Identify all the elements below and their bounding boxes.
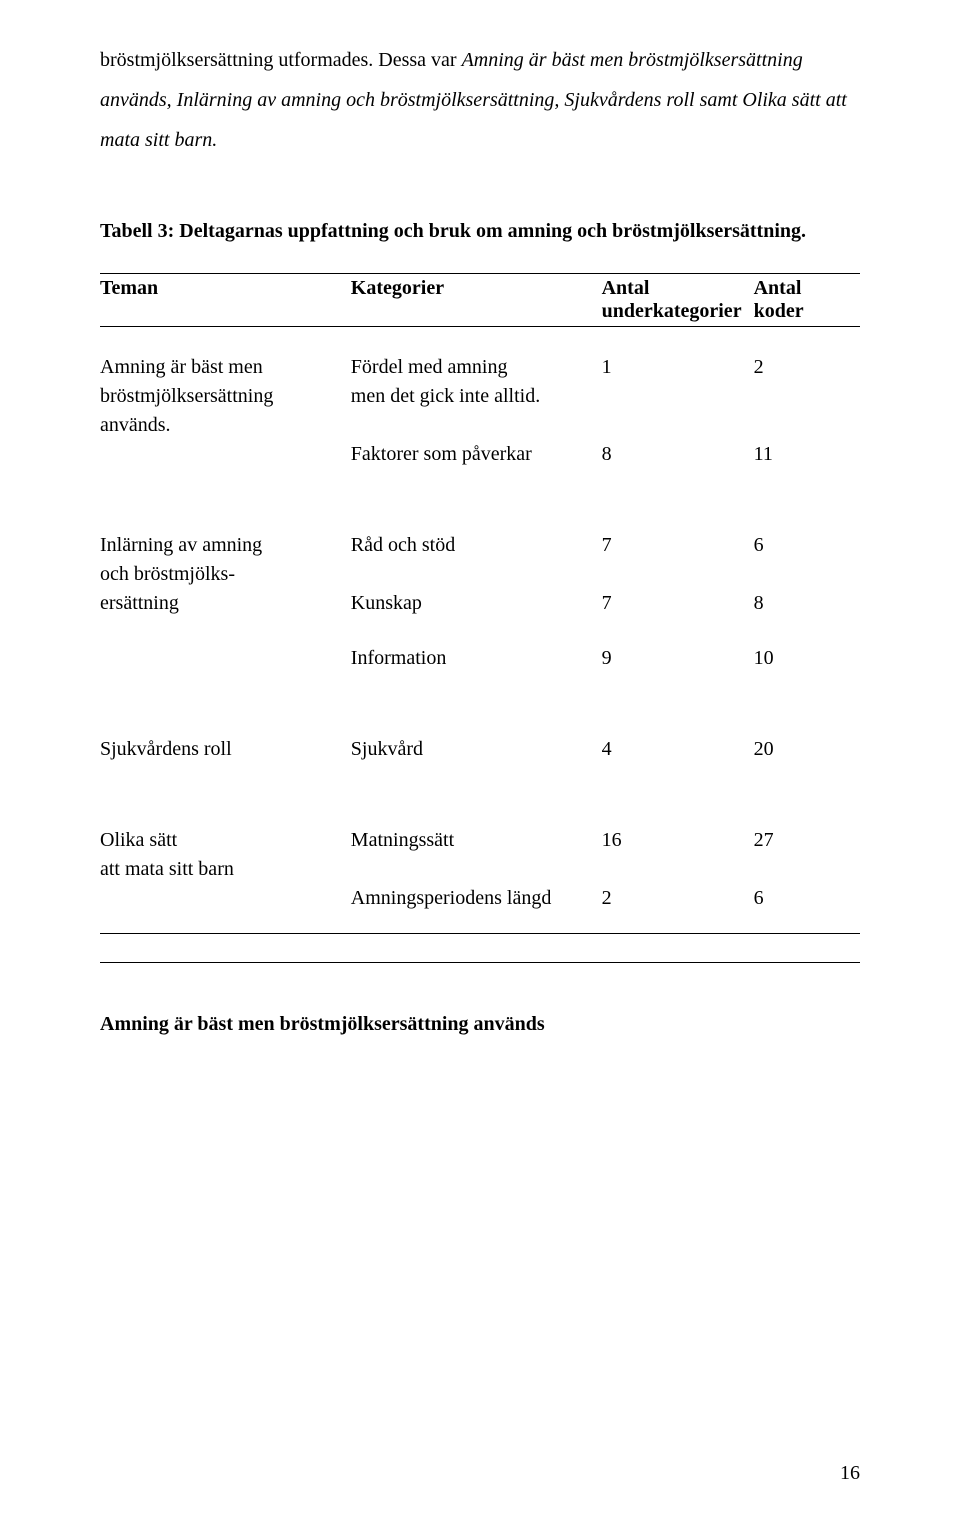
table-row: Amning är bäst men Fördel med amning 1 2 xyxy=(100,353,860,382)
cell-value: 8 xyxy=(602,440,754,469)
cell-teman: Inlärning av amning xyxy=(100,531,351,560)
data-table: Teman Kategorier Antal underkategorier A… xyxy=(100,273,860,913)
header-c4-line2: koder xyxy=(754,300,804,322)
cell-value: 16 xyxy=(602,826,754,855)
cell-kategori: Faktorer som påverkar xyxy=(351,440,602,469)
table-row: Faktorer som påverkar 8 11 xyxy=(100,440,860,469)
table-row: ersättning Kunskap 7 8 xyxy=(100,589,860,618)
header-kategorier: Kategorier xyxy=(351,274,602,327)
cell-value: 2 xyxy=(754,353,860,382)
cell-value: 2 xyxy=(602,884,754,913)
cell-teman: används. xyxy=(100,411,351,440)
table-row: används. xyxy=(100,411,860,440)
table-row: och bröstmjölks- xyxy=(100,560,860,589)
header-c4-line1: Antal xyxy=(754,277,802,299)
table-end-rule xyxy=(100,933,860,963)
cell-teman: bröstmjölksersättning xyxy=(100,382,351,411)
header-c3-line2: underkategorier xyxy=(602,300,742,322)
intro-plain-prefix: bröstmjölksersättning utformades. Dessa … xyxy=(100,49,462,71)
header-teman: Teman xyxy=(100,274,351,327)
cell-value: 7 xyxy=(602,589,754,618)
intro-paragraph: bröstmjölksersättning utformades. Dessa … xyxy=(100,40,860,160)
table-header-row: Teman Kategorier Antal underkategorier A… xyxy=(100,274,860,327)
cell-teman: ersättning xyxy=(100,589,351,618)
cell-kategori: men det gick inte alltid. xyxy=(351,382,602,411)
table-row: Inlärning av amning Råd och stöd 7 6 xyxy=(100,531,860,560)
cell-value: 10 xyxy=(754,644,860,673)
table-row: Sjukvårdens roll Sjukvård 4 20 xyxy=(100,735,860,764)
cell-value: 9 xyxy=(602,644,754,673)
cell-kategori: Matningssätt xyxy=(351,826,602,855)
cell-kategori: Råd och stöd xyxy=(351,531,602,560)
cell-teman: Amning är bäst men xyxy=(100,353,351,382)
cell-teman: att mata sitt barn xyxy=(100,855,351,884)
cell-kategori: Amningsperiodens längd xyxy=(351,884,602,913)
cell-teman: och bröstmjölks- xyxy=(100,560,351,589)
cell-value: 6 xyxy=(754,884,860,913)
cell-value: 6 xyxy=(754,531,860,560)
table-title: Tabell 3: Deltagarnas uppfattning och br… xyxy=(100,220,860,243)
table-row: bröstmjölksersättning men det gick inte … xyxy=(100,382,860,411)
cell-teman: Sjukvårdens roll xyxy=(100,735,351,764)
header-antal-koder: Antal koder xyxy=(754,274,860,327)
cell-value: 1 xyxy=(602,353,754,382)
cell-value: 8 xyxy=(754,589,860,618)
cell-kategori: Kunskap xyxy=(351,589,602,618)
cell-kategori: Information xyxy=(351,644,602,673)
cell-kategori: Sjukvård xyxy=(351,735,602,764)
cell-kategori: Fördel med amning xyxy=(351,353,602,382)
page-number: 16 xyxy=(840,1462,860,1485)
cell-value: 27 xyxy=(754,826,860,855)
header-c3-line1: Antal xyxy=(602,277,650,299)
cell-value: 20 xyxy=(754,735,860,764)
table-row: Olika sätt Matningssätt 16 27 xyxy=(100,826,860,855)
table-row: Amningsperiodens längd 2 6 xyxy=(100,884,860,913)
header-antal-under: Antal underkategorier xyxy=(602,274,754,327)
cell-value: 4 xyxy=(602,735,754,764)
table-row: att mata sitt barn xyxy=(100,855,860,884)
table-row: Information 9 10 xyxy=(100,644,860,673)
cell-value: 7 xyxy=(602,531,754,560)
cell-teman: Olika sätt xyxy=(100,826,351,855)
closing-heading: Amning är bäst men bröstmjölksersättning… xyxy=(100,1013,860,1036)
cell-value: 11 xyxy=(754,440,860,469)
